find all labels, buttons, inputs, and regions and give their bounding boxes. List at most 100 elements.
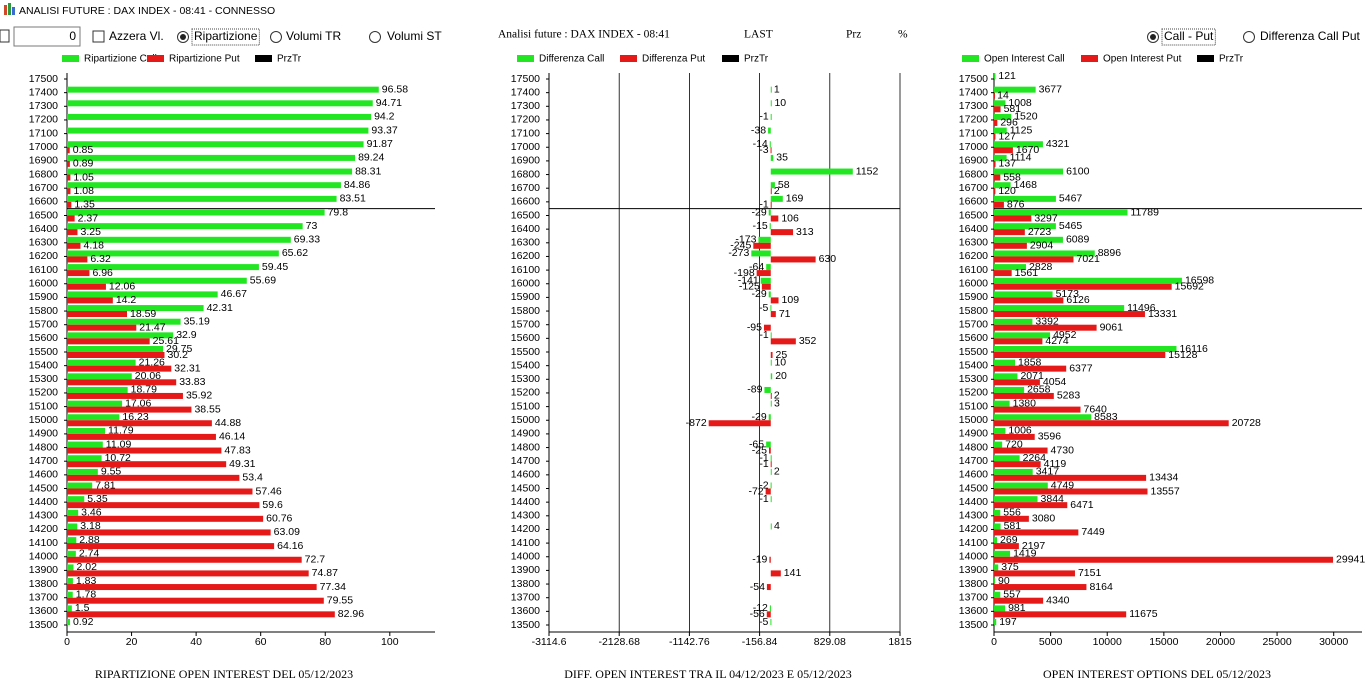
value-label: 47.83 bbox=[224, 444, 250, 456]
value-label: -38 bbox=[751, 124, 766, 136]
bar bbox=[768, 447, 771, 454]
value-label: 4321 bbox=[1046, 138, 1070, 150]
x-tick-label: 0 bbox=[991, 636, 997, 648]
bar bbox=[766, 584, 771, 591]
value-label: 4.18 bbox=[83, 240, 104, 252]
bar bbox=[67, 236, 291, 243]
value-label: 2.02 bbox=[77, 561, 98, 573]
radio-button[interactable] bbox=[369, 31, 381, 43]
bar bbox=[67, 291, 218, 298]
bar bbox=[770, 182, 775, 189]
value-label: -19 bbox=[752, 554, 767, 566]
value-label: 94.71 bbox=[376, 97, 402, 109]
legend-swatch bbox=[1081, 55, 1098, 62]
value-label: -2 bbox=[759, 479, 768, 491]
y-tick-label: 13900 bbox=[29, 564, 58, 576]
value-label: 20728 bbox=[1232, 417, 1261, 429]
header-prz: Prz bbox=[846, 29, 861, 41]
value-label: 556 bbox=[1003, 507, 1021, 519]
value-label: 313 bbox=[796, 226, 814, 238]
y-tick-label: 14600 bbox=[959, 469, 988, 481]
bar bbox=[67, 215, 75, 222]
radio-label: Volumi TR bbox=[286, 29, 341, 43]
chart-title: DIFF. OPEN INTEREST TRA IL 04/12/2023 E … bbox=[564, 667, 852, 681]
radio-button[interactable] bbox=[1243, 31, 1255, 43]
y-tick-label: 17400 bbox=[959, 86, 988, 98]
bar bbox=[751, 250, 771, 257]
bar bbox=[67, 537, 77, 544]
value-label: 1006 bbox=[1008, 425, 1032, 437]
bar bbox=[770, 215, 779, 222]
y-tick-label: 14000 bbox=[511, 551, 540, 563]
x-tick-label: 829.08 bbox=[814, 636, 846, 648]
bar bbox=[67, 414, 120, 421]
value-label: 30.2 bbox=[167, 349, 188, 361]
y-tick-label: 13800 bbox=[511, 578, 540, 590]
value-label: 3844 bbox=[1041, 493, 1065, 505]
y-tick-label: 16600 bbox=[511, 196, 540, 208]
x-tick-label: -1142.76 bbox=[669, 636, 710, 648]
bar bbox=[67, 168, 353, 175]
value-label: 141 bbox=[784, 567, 802, 579]
x-tick-label: 30000 bbox=[1319, 636, 1348, 648]
y-tick-label: 15400 bbox=[959, 359, 988, 371]
y-tick-label: 16000 bbox=[959, 278, 988, 290]
bar bbox=[994, 537, 998, 544]
x-tick-label: -3114.6 bbox=[532, 636, 567, 648]
checkbox[interactable] bbox=[0, 29, 10, 43]
bar bbox=[994, 182, 1011, 189]
bar bbox=[994, 168, 1064, 175]
radio-button[interactable] bbox=[270, 31, 282, 43]
bar bbox=[994, 578, 996, 585]
y-tick-label: 15800 bbox=[511, 305, 540, 317]
bar bbox=[67, 141, 364, 148]
bar bbox=[994, 174, 1001, 181]
value-label: -198 bbox=[734, 267, 755, 279]
bar bbox=[770, 195, 783, 202]
y-tick-label: 13500 bbox=[959, 619, 988, 631]
y-tick-label: 16400 bbox=[959, 223, 988, 235]
bar bbox=[67, 174, 71, 181]
checkbox-label: Azzera Vl. bbox=[109, 29, 164, 43]
bar bbox=[994, 270, 1012, 277]
bar bbox=[994, 201, 1004, 208]
y-tick-label: 14000 bbox=[959, 551, 988, 563]
number-input[interactable] bbox=[13, 26, 81, 47]
bar bbox=[994, 229, 1025, 236]
bar bbox=[994, 523, 1001, 530]
value-label: 1008 bbox=[1008, 97, 1032, 109]
value-label: 3080 bbox=[1032, 513, 1056, 525]
bar bbox=[770, 201, 772, 208]
bar bbox=[768, 209, 771, 216]
x-tick-label: 20 bbox=[126, 636, 138, 648]
bar bbox=[67, 570, 309, 577]
bar bbox=[770, 305, 772, 312]
y-tick-label: 16500 bbox=[29, 209, 58, 221]
y-tick-label: 14300 bbox=[29, 510, 58, 522]
y-tick-label: 15300 bbox=[29, 373, 58, 385]
value-label: 2264 bbox=[1023, 452, 1047, 464]
bar bbox=[994, 427, 1006, 434]
value-label: 120 bbox=[998, 185, 1016, 197]
value-label: 96.58 bbox=[382, 83, 408, 95]
bar bbox=[67, 229, 78, 236]
value-label: 20.06 bbox=[135, 370, 161, 382]
bar bbox=[67, 420, 212, 427]
x-tick-label: -2128.68 bbox=[598, 636, 640, 648]
x-tick-label: 1815 bbox=[888, 636, 912, 648]
bar bbox=[994, 482, 1048, 489]
y-tick-label: 17000 bbox=[959, 141, 988, 153]
value-label: 5283 bbox=[1057, 390, 1081, 402]
y-tick-label: 14400 bbox=[511, 496, 540, 508]
y-tick-label: 15500 bbox=[511, 346, 540, 358]
bar bbox=[994, 414, 1092, 421]
legend-swatch bbox=[62, 55, 79, 62]
bar bbox=[768, 291, 771, 298]
checkbox[interactable] bbox=[92, 30, 105, 43]
value-label: 79.55 bbox=[327, 594, 353, 606]
y-tick-label: 16200 bbox=[511, 250, 540, 262]
value-label: 65.62 bbox=[282, 247, 308, 259]
bar bbox=[994, 141, 1043, 148]
value-label: 93.37 bbox=[371, 124, 397, 136]
bar bbox=[765, 488, 771, 495]
